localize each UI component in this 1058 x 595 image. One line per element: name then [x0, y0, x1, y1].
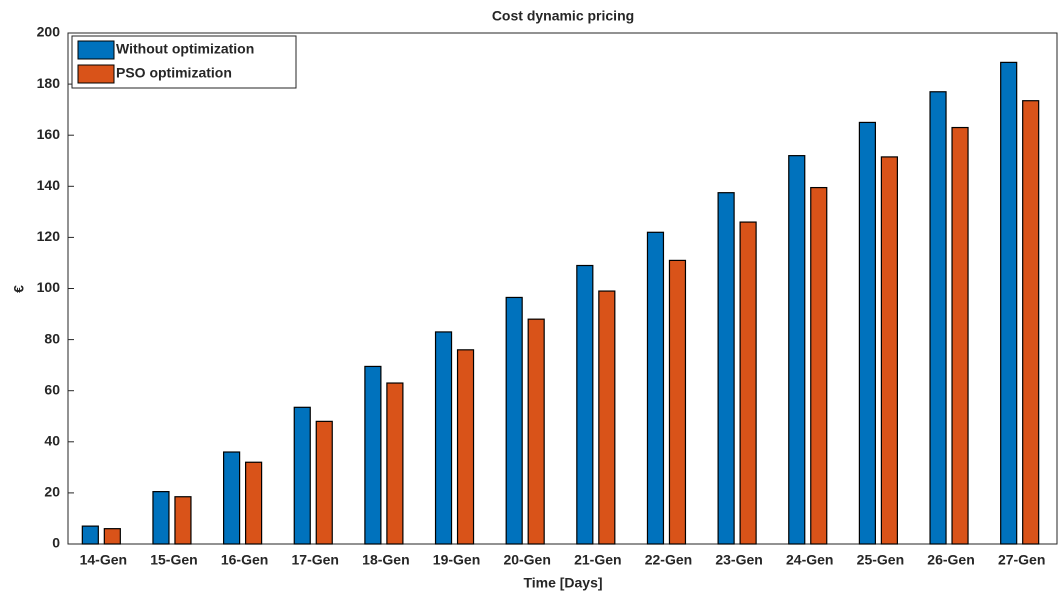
y-axis-label: € [11, 285, 27, 293]
bar [315, 420, 333, 545]
x-tick-label: 25-Gen [857, 552, 904, 568]
bar [81, 525, 99, 545]
x-tick-label: 18-Gen [362, 552, 409, 568]
bar [245, 461, 263, 545]
legend-label: Without optimization [116, 41, 254, 57]
bar [717, 192, 735, 545]
bar [858, 121, 876, 545]
y-tick-label: 0 [52, 535, 60, 551]
x-tick-label: 20-Gen [503, 552, 550, 568]
x-axis-label: Time [Days] [523, 575, 602, 591]
bar [880, 156, 898, 545]
bar [1022, 100, 1040, 545]
legend-swatch [77, 64, 115, 84]
x-tick-label: 14-Gen [80, 552, 127, 568]
bar [386, 382, 404, 545]
bar [505, 296, 523, 545]
y-tick-label: 140 [37, 177, 61, 193]
plot-area [67, 32, 1058, 545]
bar [951, 126, 969, 545]
x-tick-label: 19-Gen [433, 552, 480, 568]
bar [103, 528, 121, 545]
x-tick-label: 16-Gen [221, 552, 268, 568]
bar [364, 365, 382, 545]
x-tick-label: 21-Gen [574, 552, 621, 568]
x-tick-label: 23-Gen [715, 552, 762, 568]
y-tick-label: 20 [44, 484, 60, 500]
bar [739, 221, 757, 545]
bar [456, 349, 475, 545]
y-tick-label: 40 [44, 433, 60, 449]
y-tick-label: 200 [37, 24, 61, 40]
y-tick-label: 180 [37, 75, 61, 91]
y-tick-label: 160 [37, 126, 61, 142]
x-tick-label: 26-Gen [927, 552, 974, 568]
x-tick-label: 15-Gen [150, 552, 197, 568]
bar [293, 406, 311, 545]
y-tick-label: 60 [44, 381, 60, 397]
x-tick-label: 27-Gen [998, 552, 1045, 568]
y-tick-label: 80 [44, 330, 60, 346]
y-tick-label: 120 [37, 228, 61, 244]
y-tick-label: 100 [37, 279, 61, 295]
bar [223, 451, 241, 545]
bar [576, 264, 594, 545]
bar [527, 318, 545, 545]
legend-label: PSO optimization [116, 65, 232, 81]
x-tick-label: 24-Gen [786, 552, 833, 568]
bar [646, 231, 665, 545]
bar [788, 155, 806, 545]
bar [152, 491, 170, 545]
x-tick-label: 22-Gen [645, 552, 692, 568]
legend-swatch [77, 40, 115, 60]
bar [434, 331, 453, 545]
bar [1000, 61, 1018, 545]
chart-title: Cost dynamic pricing [492, 8, 634, 24]
bar [598, 290, 616, 545]
bar [810, 186, 828, 545]
x-tick-label: 17-Gen [292, 552, 339, 568]
bar [668, 259, 687, 545]
bar [929, 91, 947, 545]
bar [174, 496, 192, 545]
